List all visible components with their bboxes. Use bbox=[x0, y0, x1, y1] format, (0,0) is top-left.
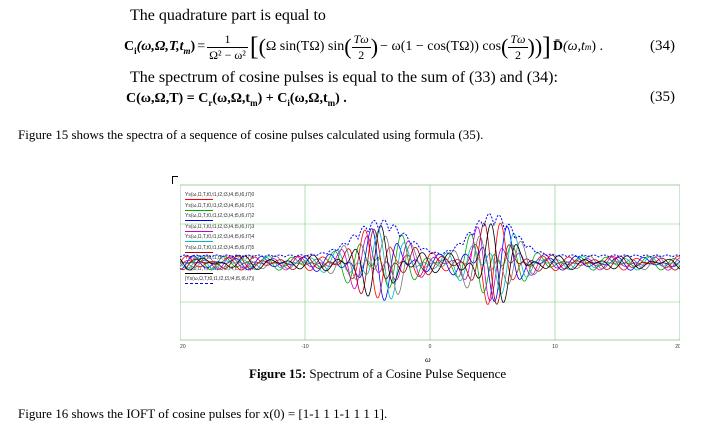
figure-corner-mark-v bbox=[172, 176, 173, 184]
eq34: Ci(ω,Ω,T,tm) = 1 Ω² − ω² [ ( Ω sin(TΩ) s… bbox=[124, 31, 604, 62]
eq34-inner-frac-1: Tω 2 bbox=[351, 31, 371, 62]
eq35-number: (35) bbox=[650, 89, 675, 105]
legend-swatch bbox=[185, 220, 213, 221]
series-line bbox=[180, 226, 680, 302]
legend-entry: Ys(ω,Ω,T,t0,t1,t2,t3,t4,t5,t6,t7)3 bbox=[185, 224, 254, 235]
legend-entry: Ys(ω,Ω,T,t0,t1,t2,t3,t4,t5,t6,t7)0 bbox=[185, 192, 254, 203]
series-line bbox=[180, 230, 680, 300]
legend-entry: Ys(ω,Ω,T,t0,t1,t2,t3,t4,t5,t6,t7)5 bbox=[185, 245, 254, 256]
legend-swatch bbox=[185, 251, 213, 253]
series-line bbox=[180, 222, 680, 305]
series-line bbox=[180, 225, 680, 302]
legend-label: Ys(ω,Ω,T,t0,t1,t2,t3,t4,t5,t6,t7)4 bbox=[185, 234, 255, 240]
x-axis-label: ω bbox=[425, 355, 431, 364]
figure-corner-mark bbox=[172, 176, 178, 177]
series-line bbox=[180, 222, 680, 306]
x-tick-label: -20 bbox=[180, 344, 186, 350]
x-tick-label: 20 bbox=[675, 344, 680, 350]
legend-entry: Ys(ω,Ω,T,t0,t1,t2,t3,t4,t5,t6,t7)4 bbox=[185, 234, 254, 245]
legend-swatch bbox=[185, 199, 213, 200]
figure-caption: Figure 15: Spectrum of a Cosine Pulse Se… bbox=[249, 366, 507, 381]
legend-swatch bbox=[185, 241, 213, 242]
eq34-inner-frac-2: Tω 2 bbox=[508, 31, 528, 62]
legend-label: Ys(ω,Ω,T,t0,t1,t2,t3,t4,t5,t6,t7)1 bbox=[185, 202, 255, 209]
legend-entry: |Ys(ω,Ω,T,t0,t1,t2,t3,t4,t5,t6,t7)| bbox=[185, 276, 254, 287]
legend-swatch bbox=[185, 272, 213, 274]
spectrum-plot: -20-1001020210-1-2 bbox=[180, 184, 680, 350]
legend-label: |Ys(ω,Ω,T,t0,t1,t2,t3,t4,t5,t6,t7)| bbox=[185, 276, 255, 282]
eq34-number: (34) bbox=[650, 38, 675, 54]
legend-swatch bbox=[185, 209, 213, 211]
legend-label: Ys(ω,Ω,T,t0,t1,t2,t3,t4,t5,t6,t7)5 bbox=[185, 244, 255, 251]
eq34-intro: The quadrature part is equal to bbox=[130, 7, 326, 24]
legend-entry: Ys(ω,Ω,T,t0,t1,t2,t3,t4,t5,t6,t7)1 bbox=[185, 203, 254, 214]
eq35-intro: The spectrum of cosine pulses is equal t… bbox=[130, 69, 558, 86]
legend-entry: Ys(ω,Ω,T,t0,t1,t2,t3,t4,t5,t6,t7)2 bbox=[185, 213, 254, 224]
legend-swatch bbox=[185, 283, 213, 284]
legend-swatch bbox=[185, 230, 213, 232]
legend-label: Ys(ω,Ω,T,t0,t1,t2,t3,t4,t5,t6,t7)3 bbox=[185, 223, 255, 230]
plot-series bbox=[180, 213, 680, 306]
paragraph-figure16-intro: Figure 16 shows the IOFT of cosine pulse… bbox=[18, 406, 388, 421]
legend-label: Ys(ω,Ω,T,t0,t1,t2,t3,t4,t5,t6,t7)6 bbox=[185, 255, 255, 261]
paragraph-figure15-intro: Figure 15 shows the spectra of a sequenc… bbox=[18, 127, 484, 142]
eq35: C(ω,Ω,T) = Cr(ω,Ω,tm) + Ci(ω,Ω,tm) . bbox=[126, 91, 347, 108]
x-tick-label: -10 bbox=[301, 344, 308, 350]
eq34-prefactor: 1 Ω² − ω² bbox=[207, 31, 248, 62]
x-tick-label: 10 bbox=[552, 344, 558, 350]
series-line bbox=[180, 235, 680, 296]
legend-label: Ys(ω,Ω,T,t0,t1,t2,t3,t4,t5,t6,t7)0 bbox=[185, 192, 255, 198]
plot-ticks: -20-1001020210-1-2 bbox=[180, 344, 680, 350]
series-line bbox=[180, 223, 680, 303]
eq34-lhs: Ci(ω,Ω,T,tm) bbox=[124, 38, 196, 56]
legend-label: Ys(ω,Ω,T,t0,t1,t2,t3,t4,t5,t6,t7)2 bbox=[185, 213, 255, 219]
x-tick-label: 0 bbox=[429, 344, 432, 350]
